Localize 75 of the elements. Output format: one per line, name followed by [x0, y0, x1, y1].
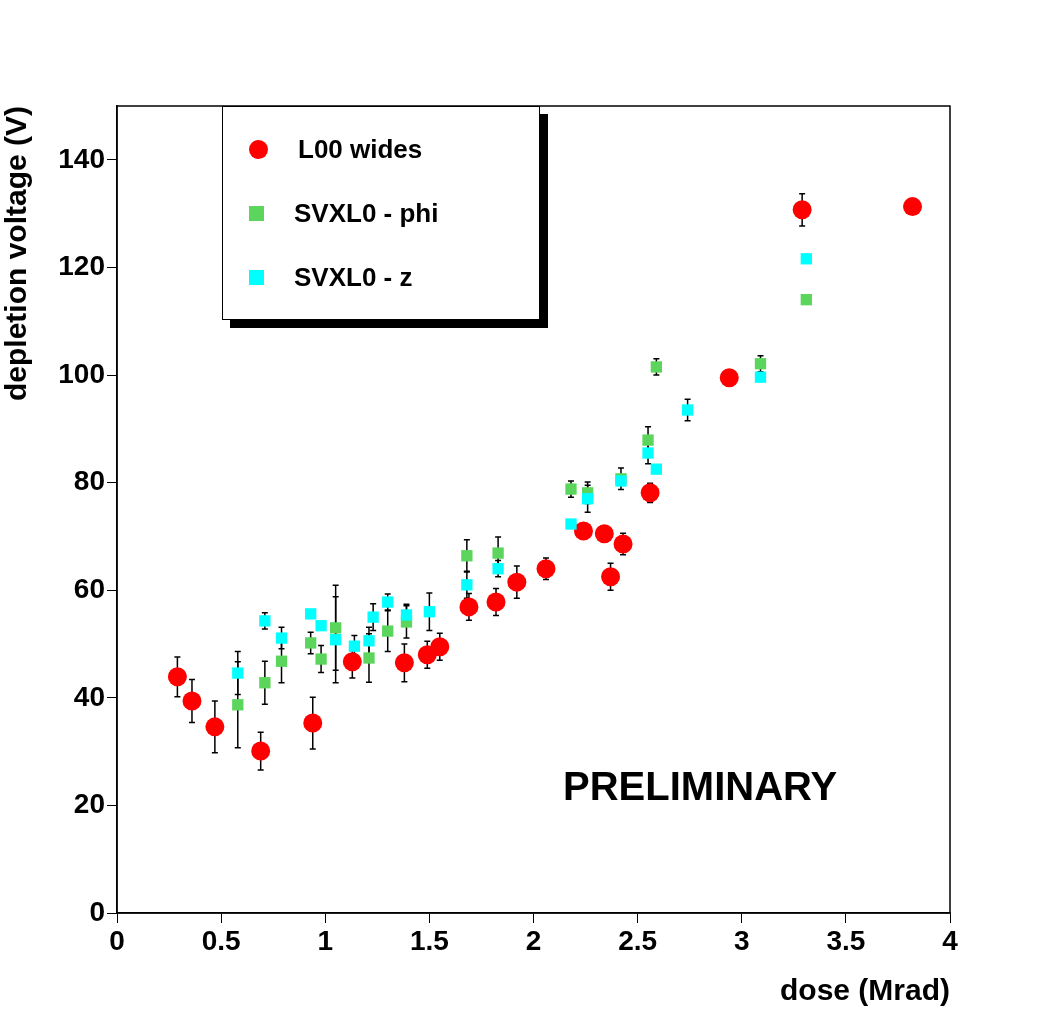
point	[363, 652, 375, 664]
x-tick-label: 3	[733, 924, 750, 956]
point	[182, 691, 202, 711]
point	[792, 200, 812, 220]
x-axis-title: dose (Mrad)	[779, 973, 950, 1007]
legend-label: L00 wides	[298, 133, 423, 165]
point	[642, 447, 654, 459]
x-tick-label: 1	[317, 924, 334, 956]
x-tick-label: 1.5	[409, 924, 449, 956]
point	[315, 620, 327, 632]
point	[430, 637, 450, 657]
x-tick-label: 2.5	[618, 924, 658, 956]
point	[342, 652, 362, 672]
point	[461, 550, 473, 562]
point	[394, 653, 414, 673]
point	[573, 521, 593, 541]
point	[594, 524, 614, 544]
point	[232, 699, 244, 711]
x-tick-label: 4	[942, 924, 959, 956]
y-tick-label: 140	[58, 142, 105, 174]
point	[642, 434, 654, 446]
point	[650, 463, 663, 475]
point	[461, 579, 473, 591]
point	[754, 358, 767, 370]
legend-label: SVXL0 - z	[294, 261, 413, 293]
point	[681, 404, 694, 416]
point	[601, 567, 621, 587]
point	[486, 592, 506, 612]
point	[719, 368, 739, 388]
y-tick-label: 100	[58, 357, 105, 389]
point	[330, 622, 342, 634]
point	[492, 547, 504, 559]
point	[754, 371, 767, 383]
point	[581, 493, 594, 505]
point	[275, 632, 288, 644]
annotation: PRELIMINARY	[563, 763, 838, 808]
y-tick-label: 0	[89, 895, 105, 927]
point	[303, 713, 323, 733]
point	[800, 253, 812, 265]
y-tick-label: 80	[73, 465, 105, 497]
point	[400, 609, 413, 621]
x-tick-label: 2	[525, 924, 542, 956]
point	[800, 294, 812, 306]
point	[251, 741, 271, 761]
y-tick-label: 40	[73, 680, 105, 712]
point	[367, 611, 379, 623]
x-tick-label: 0.5	[201, 924, 241, 956]
y-tick-label: 20	[73, 788, 105, 820]
point	[459, 597, 479, 617]
point	[423, 606, 436, 618]
point	[507, 572, 527, 592]
point	[363, 635, 375, 647]
point	[330, 634, 342, 646]
point	[232, 667, 244, 679]
point	[305, 637, 317, 649]
point	[275, 655, 288, 667]
x-tick-label: 3.5	[826, 924, 866, 956]
point	[492, 563, 504, 575]
y-tick-label: 60	[73, 572, 105, 604]
y-axis-title: depletion voltage (V)	[0, 106, 33, 402]
point	[536, 559, 556, 579]
point	[613, 534, 633, 554]
point	[382, 625, 394, 637]
point	[167, 667, 187, 687]
point	[259, 677, 271, 689]
point	[640, 483, 660, 503]
x-tick-label: 0	[109, 924, 125, 956]
point	[348, 640, 361, 652]
legend-label: SVXL0 - phi	[294, 197, 439, 229]
point	[315, 653, 327, 665]
point	[305, 608, 317, 620]
y-tick-label: 120	[58, 250, 105, 282]
point	[565, 518, 577, 530]
point	[903, 197, 923, 217]
point	[205, 717, 225, 737]
